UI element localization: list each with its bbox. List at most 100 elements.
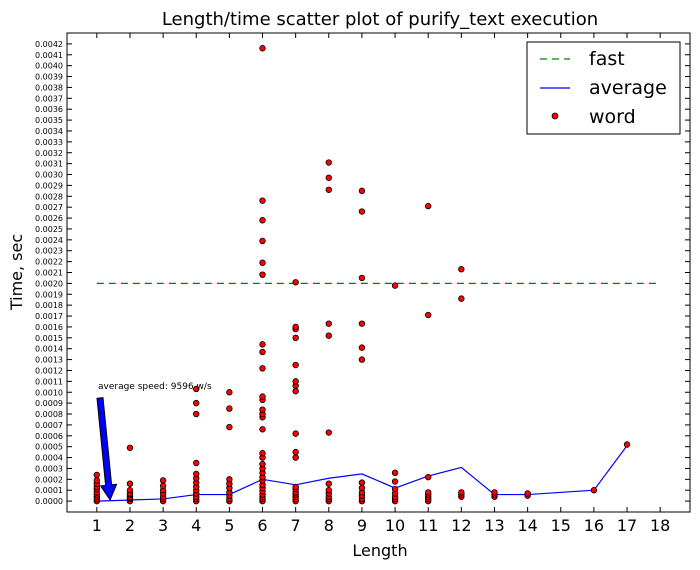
- x-tick-label: 1: [92, 516, 102, 535]
- y-tick-label: 0.0015: [35, 334, 63, 343]
- word-point: [292, 483, 299, 491]
- x-tick-label: 13: [484, 516, 504, 535]
- word-point: [93, 471, 101, 479]
- y-tick-label: 0.0023: [35, 247, 63, 256]
- y-tick-label: 0.0012: [35, 366, 63, 375]
- word-point: [259, 365, 266, 372]
- word-point: [458, 295, 465, 302]
- x-tick-label: 14: [517, 516, 537, 535]
- word-point: [193, 410, 200, 418]
- annotation-arrow: [96, 397, 118, 502]
- y-tick-label: 0.0019: [35, 290, 63, 299]
- word-point: [292, 378, 299, 385]
- y-tick-label: 0.0008: [35, 410, 63, 419]
- legend-average-label: average: [589, 77, 667, 99]
- x-tick-label: 17: [617, 516, 637, 535]
- y-tick-label: 0.0003: [35, 464, 63, 473]
- word-point: [325, 487, 332, 494]
- y-tick-label: 0.0002: [35, 475, 63, 484]
- y-tick-label: 0.0040: [35, 62, 63, 71]
- y-tick-label: 0.0036: [35, 105, 63, 114]
- word-point: [226, 389, 233, 396]
- y-tick-label: 0.0029: [35, 181, 63, 190]
- word-point: [259, 341, 266, 348]
- y-tick-label: 0.0018: [35, 301, 63, 310]
- word-point: [425, 311, 432, 319]
- x-tick-label: 9: [357, 516, 367, 535]
- word-point: [193, 399, 200, 407]
- legend-fast-label: fast: [589, 48, 625, 70]
- y-tick-label: 0.0034: [35, 127, 63, 136]
- y-tick-label: 0.0013: [35, 356, 63, 365]
- word-point: [623, 441, 631, 448]
- word-point: [259, 259, 266, 266]
- y-tick-label: 0.0038: [35, 83, 63, 92]
- word-point: [226, 476, 233, 483]
- word-point: [259, 393, 266, 400]
- x-tick-label: 11: [418, 516, 438, 535]
- y-tick-label: 0.0009: [35, 399, 63, 408]
- word-point: [325, 332, 332, 339]
- y-tick-label: 0.0011: [35, 377, 63, 386]
- word-point: [93, 477, 101, 484]
- annotation: average speed: 9596 w/s: [96, 382, 212, 502]
- word-point: [259, 406, 266, 413]
- y-tick-label: 0.0020: [35, 279, 63, 288]
- word-point: [259, 348, 266, 356]
- y-tick-label: 0.0035: [35, 116, 63, 125]
- word-point: [325, 174, 332, 181]
- x-tick-label: 10: [385, 516, 405, 535]
- y-tick-label: 0.0030: [35, 171, 63, 180]
- word-point: [126, 444, 134, 451]
- plot-area: [93, 45, 661, 505]
- word-point: [425, 473, 432, 481]
- y-tick-label: 0.0022: [35, 258, 63, 267]
- y-tick-label: 0.0028: [35, 192, 63, 201]
- word-point: [325, 429, 332, 436]
- word-point: [325, 480, 332, 487]
- word-point: [159, 477, 167, 484]
- word-point: [292, 334, 299, 342]
- word-point: [226, 423, 233, 431]
- word-point: [159, 482, 167, 490]
- word-point: [391, 469, 399, 477]
- word-point: [491, 489, 498, 496]
- word-point: [458, 266, 465, 273]
- word-point: [259, 460, 266, 468]
- x-tick-label: 15: [551, 516, 571, 535]
- y-tick-label: 0.0000: [35, 497, 63, 506]
- y-tick-label: 0.0024: [35, 236, 63, 245]
- word-point: [358, 320, 366, 327]
- word-point: [391, 478, 399, 485]
- y-tick-label: 0.0006: [35, 432, 63, 441]
- y-tick-label: 0.0041: [35, 51, 63, 60]
- legend: fast average word: [526, 41, 681, 135]
- y-tick-label: 0.0016: [35, 323, 63, 332]
- x-tick-label: 5: [224, 516, 234, 535]
- y-tick-label: 0.0021: [35, 269, 63, 278]
- word-point: [292, 454, 299, 461]
- y-tick-label: 0.0017: [35, 312, 63, 321]
- x-axis-label: Length: [352, 541, 407, 560]
- word-point: [292, 448, 299, 456]
- y-tick-label: 0.0039: [35, 73, 63, 82]
- word-point: [358, 344, 366, 351]
- word-point: [259, 45, 266, 52]
- word-point: [524, 490, 531, 497]
- word-point: [292, 323, 299, 331]
- word-point: [259, 271, 266, 278]
- y-tick-label: 0.0001: [35, 486, 63, 495]
- word-point: [259, 237, 266, 245]
- word-point: [358, 484, 366, 492]
- y-tick-label: 0.0010: [35, 388, 63, 397]
- x-tick-label: 18: [650, 516, 670, 535]
- word-point: [193, 385, 200, 393]
- word-point: [292, 361, 299, 369]
- x-axis: 1 2 3 4 5 6 7 8 9 10 11 12 13 14 15 16 17 18: [92, 33, 670, 535]
- word-point: [193, 470, 200, 478]
- y-tick-label: 0.0026: [35, 214, 63, 223]
- y-tick-label: 0.0014: [35, 345, 63, 354]
- word-point: [391, 282, 399, 289]
